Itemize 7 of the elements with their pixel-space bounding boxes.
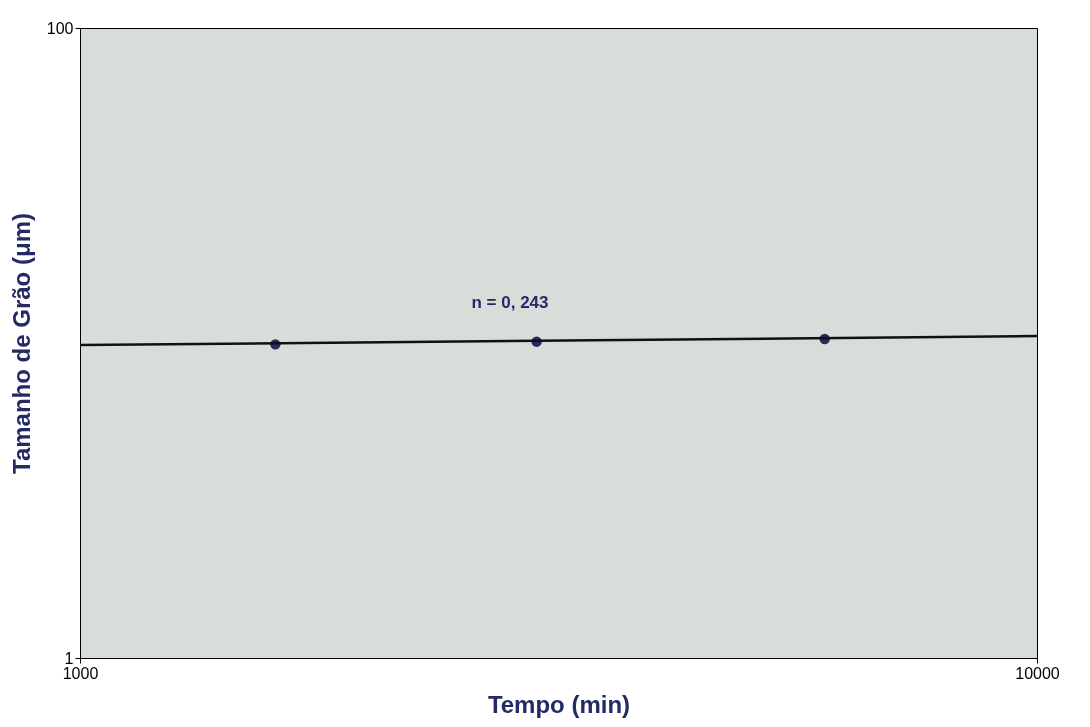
annotation: n = 0, 243 — [471, 293, 549, 312]
x-tick-label: 10000 — [1015, 664, 1060, 682]
y-tick-label: 100 — [46, 19, 74, 37]
y-axis-title: Tamanho de Grão (μm) — [7, 213, 35, 474]
y-tick-label: 1 — [64, 649, 74, 667]
x-tick-label: 1000 — [62, 664, 99, 682]
x-axis-title: Tempo (min) — [487, 690, 631, 718]
